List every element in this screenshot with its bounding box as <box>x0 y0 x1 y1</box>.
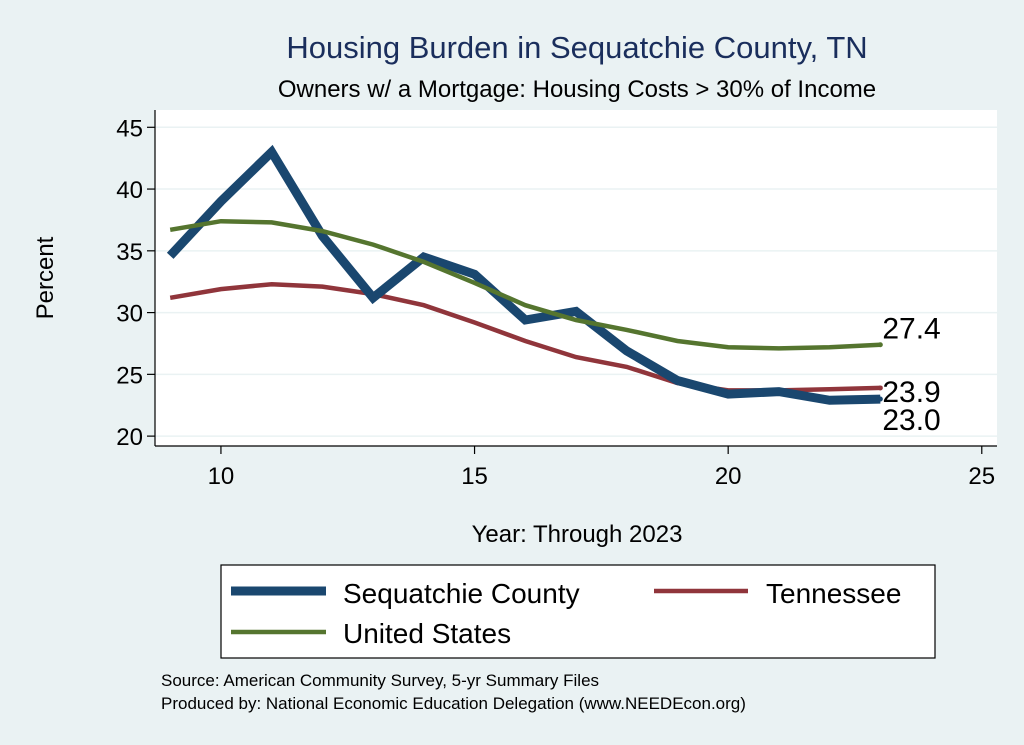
legend: Sequatchie County Tennessee United States <box>231 578 901 649</box>
x-tick-label: 20 <box>715 463 742 490</box>
end-label-tennessee: 23.9 <box>882 376 940 409</box>
series-line-sequatchie-county <box>166 144 881 405</box>
y-tick-label: 40 <box>116 177 143 204</box>
end-point-tennessee <box>877 385 883 391</box>
legend-box <box>220 564 936 659</box>
series-line-united-states <box>169 218 881 351</box>
legend-label-tennessee: Tennessee <box>766 578 901 609</box>
end-point-sequatchie-county <box>877 396 883 402</box>
y-tick-label: 25 <box>116 362 143 389</box>
series-lines <box>166 144 883 405</box>
y-tick-label: 20 <box>116 424 143 451</box>
y-tick-label: 30 <box>116 301 143 328</box>
ticks: 20 25 30 35 40 45 10 15 20 25 <box>116 115 995 490</box>
chart-title: Housing Burden in Sequatchie County, TN <box>286 30 867 65</box>
end-labels: 23.023.9 27.4 <box>882 313 940 437</box>
legend-label-sequatchie-county: Sequatchie County <box>343 578 580 609</box>
legend-label-united-states: United States <box>343 618 511 649</box>
x-axis-title: Year: Through 2023 <box>472 521 683 548</box>
y-tick-label: 35 <box>116 239 143 266</box>
x-tick-label: 25 <box>968 463 995 490</box>
produced-by-note: Produced by: National Economic Education… <box>161 694 746 713</box>
end-label-sequatchie-county: 23.0 <box>882 404 940 437</box>
end-label-united-states: 27.4 <box>882 313 940 346</box>
source-note: Source: American Community Survey, 5-yr … <box>161 671 599 690</box>
x-tick-label: 15 <box>461 463 488 490</box>
end-point-united-states <box>877 342 883 348</box>
y-axis-title: Percent <box>32 236 59 319</box>
chart-subtitle: Owners w/ a Mortgage: Housing Costs > 30… <box>278 76 876 103</box>
axes <box>154 110 997 447</box>
y-tick-label: 45 <box>116 115 143 142</box>
x-tick-label: 10 <box>208 463 235 490</box>
